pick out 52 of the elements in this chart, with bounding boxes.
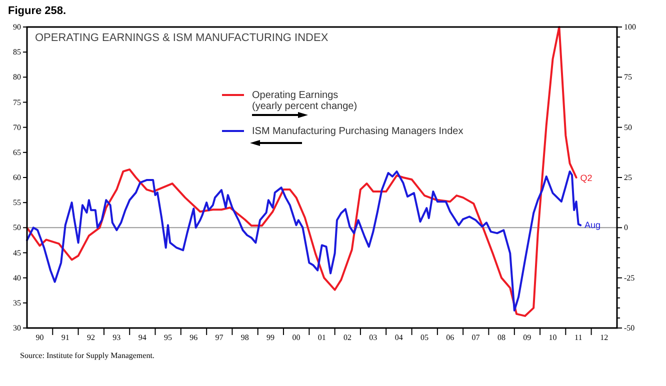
- x-tick-label: 08: [497, 333, 506, 342]
- y2-tick-label: 75: [624, 72, 632, 82]
- line-series: [26, 26, 578, 317]
- chart-title: OPERATING EARNINGS & ISM MANUFACTURING INDEX: [35, 32, 329, 44]
- y-tick-label: 30: [13, 324, 21, 333]
- x-tick-label: 07: [472, 333, 480, 342]
- y-tick-label: 70: [13, 122, 21, 132]
- x-tick-label: 01: [318, 333, 326, 342]
- y-tick-label: 85: [13, 48, 21, 57]
- line-series: [26, 170, 582, 312]
- y2-tick-label: 100: [624, 22, 636, 32]
- x-tick-label: 98: [240, 333, 249, 342]
- x-tick-label: 99: [266, 333, 275, 342]
- y-tick-label: 40: [13, 273, 21, 282]
- x-tick-label: 94: [138, 333, 146, 342]
- x-tick-label: 03: [369, 333, 378, 342]
- source-note: Source: Institute for Supply Management.: [20, 351, 154, 360]
- annotation: Aug: [584, 220, 601, 230]
- y-tick-label: 65: [13, 148, 21, 157]
- x-tick-label: 93: [112, 333, 121, 342]
- y2-tick-label: -25: [624, 273, 635, 282]
- x-tick-label: 95: [164, 333, 172, 342]
- x-tick-label: 90: [36, 333, 44, 342]
- y2-tick-label: 0: [624, 223, 628, 232]
- y2-tick-label: 25: [624, 173, 632, 182]
- annotation: Q2: [580, 172, 592, 183]
- y-tick-label: 55: [13, 198, 21, 208]
- x-tick-label: 02: [344, 333, 352, 342]
- x-tick-label: 05: [420, 333, 428, 342]
- y-tick-label: 80: [13, 72, 21, 82]
- y2-tick-label: -50: [624, 324, 635, 333]
- chart-subtitle: Figure 258.: [8, 5, 66, 17]
- x-tick-label: 12: [600, 333, 608, 342]
- y-tick-label: 45: [13, 248, 21, 258]
- y-tick-label: 50: [13, 223, 21, 232]
- y2-tick-label: 50: [624, 122, 632, 132]
- x-tick-label: 11: [574, 333, 582, 342]
- y-tick-label: 90: [13, 22, 21, 32]
- x-tick-label: 04: [394, 333, 403, 342]
- x-tick-label: 96: [190, 333, 198, 342]
- y-tick-label: 60: [13, 173, 21, 182]
- legend-label: Operating Earnings (yearly percent change): [252, 90, 358, 112]
- x-tick-label: 06: [446, 333, 454, 342]
- x-tick-label: 00: [292, 333, 300, 342]
- x-tick-label: 91: [61, 333, 70, 342]
- legend-label: ISM Manufacturing Purchasing Managers Index: [252, 126, 464, 138]
- x-tick-label: 97: [215, 333, 224, 342]
- x-tick-label: 92: [87, 333, 96, 342]
- x-tick-label: 10: [548, 333, 557, 342]
- y-tick-label: 35: [13, 298, 21, 308]
- x-tick-label: 09: [523, 333, 532, 342]
- y-tick-label: 75: [13, 98, 21, 107]
